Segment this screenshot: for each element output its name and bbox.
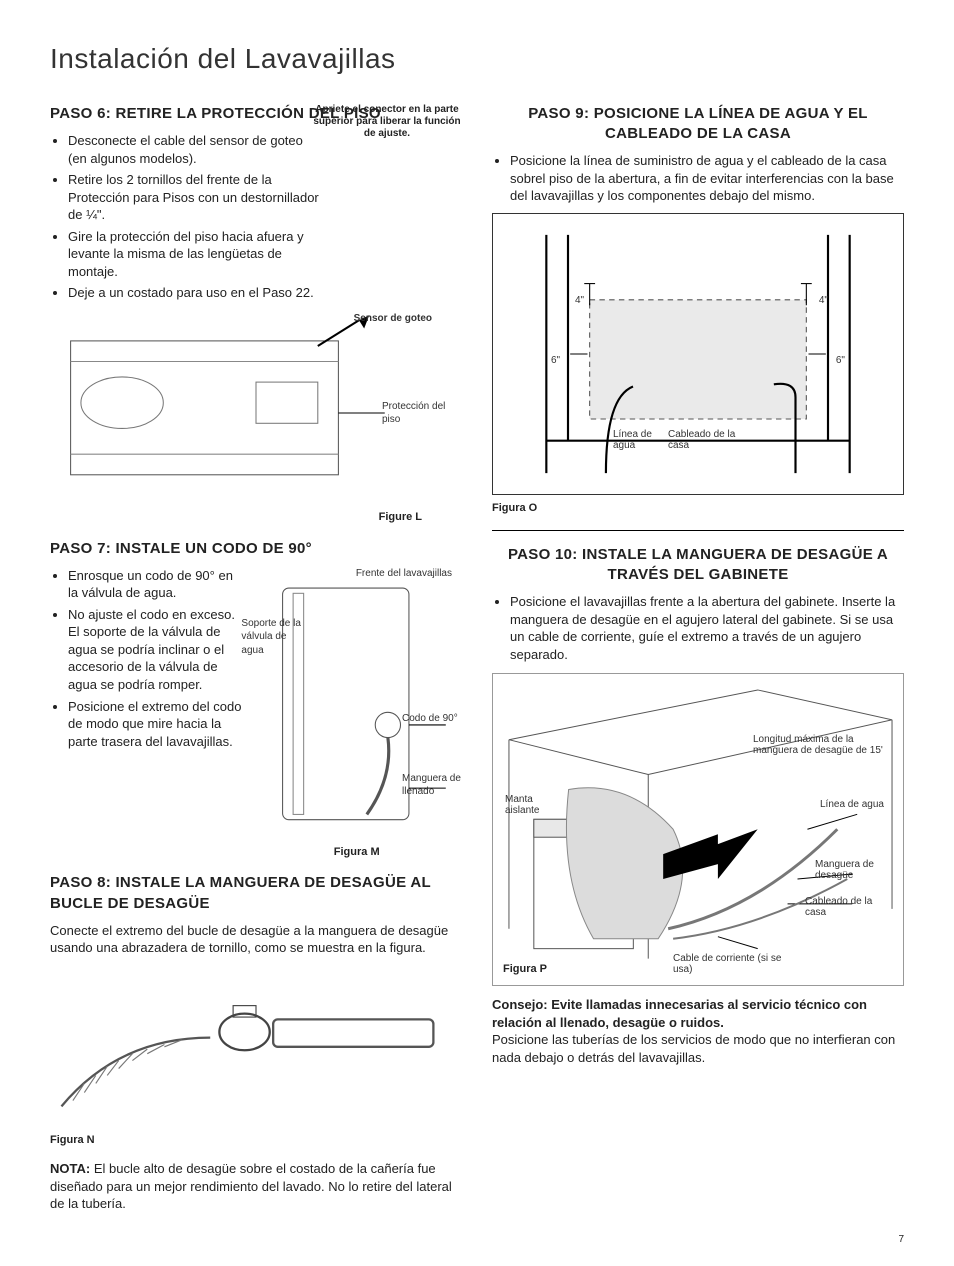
figure-o-4b: 4": [819, 294, 828, 308]
figure-o-water-label: Línea de agua: [613, 429, 663, 451]
left-column: PASO 6: RETIRE LA PROTECCIÓN DEL PISO Ap…: [50, 90, 462, 1213]
figure-l-sensor-label: Sensor de goteo: [354, 312, 432, 326]
step10-bullets: Posicione el lavavajillas frente a la ab…: [492, 593, 904, 663]
step10-tip-bold: Consejo: Evite llamadas innecesarias al …: [492, 996, 904, 1031]
step10-tip-body: Posicione las tuberías de los servicios …: [492, 1031, 904, 1066]
figure-l-caption: Figure L: [50, 510, 462, 525]
figure-l-protection-label: Protección del piso: [382, 400, 452, 427]
figure-l: Sensor de goteo Protección del piso Figu…: [50, 310, 462, 525]
figure-p-svg: [499, 680, 897, 979]
figure-p-blanket-label: Manta aislante: [505, 794, 560, 816]
list-item: Retire los 2 tornillos del frente de la …: [68, 171, 320, 224]
step8-note: NOTA: El bucle alto de desagüe sobre el …: [50, 1160, 462, 1213]
list-item: Posicione la línea de suministro de agua…: [510, 152, 904, 205]
figure-m-bracket-label: Soporte de la válvula de agua: [241, 617, 311, 658]
figure-p-house-label: Cableado de la casa: [805, 896, 885, 918]
list-item: No ajuste el codo en exceso. El soporte …: [68, 606, 241, 694]
figure-m-svg: [251, 567, 462, 841]
figure-m: Frente del lavavajillas Soporte de la vá…: [251, 567, 462, 860]
figure-p-caption: Figura P: [503, 962, 547, 977]
list-item: Enrosque un codo de 90° en la válvula de…: [68, 567, 241, 602]
note-text: El bucle alto de desagüe sobre el costad…: [50, 1161, 452, 1211]
step6-callout: Apriete el conector en la parte superior…: [312, 104, 462, 140]
list-item: Gire la protección del piso hacia afuera…: [68, 228, 320, 281]
figure-o-6a: 6": [551, 354, 560, 368]
right-column: PASO 9: POSICIONE LA LÍNEA DE AGUA Y EL …: [492, 90, 904, 1213]
figure-p: Longitud máxima de la manguera de desagü…: [492, 673, 904, 986]
step10-heading: PASO 10: INSTALE LA MANGUERA DE DESAGÜE …: [492, 545, 904, 586]
figure-o-caption: Figura O: [492, 501, 904, 516]
figure-o-4a: 4": [575, 294, 584, 308]
step7-row: Enrosque un codo de 90° en la válvula de…: [50, 567, 462, 860]
figure-p-maxlen-label: Longitud máxima de la manguera de desagü…: [753, 734, 883, 756]
figure-o: 4" 4" 6" 6" Línea de agua Cableado de la…: [492, 213, 904, 495]
step6-bullets: Desconecte el cable del sensor de goteo …: [50, 132, 320, 302]
section-divider: [492, 530, 904, 531]
note-label: NOTA:: [50, 1161, 90, 1176]
step8-heading: PASO 8: INSTALE LA MANGUERA DE DESAGÜE A…: [50, 873, 462, 914]
step6-section: PASO 6: RETIRE LA PROTECCIÓN DEL PISO Ap…: [50, 104, 462, 525]
figure-m-hose-label: Manguera de llenado: [402, 772, 472, 799]
list-item: Posicione el lavavajillas frente a la ab…: [510, 593, 904, 663]
figure-n-caption: Figura N: [50, 1133, 462, 1148]
figure-n-svg: [50, 969, 462, 1129]
step7-bullets: Enrosque un codo de 90° en la válvula de…: [50, 567, 241, 750]
figure-p-cord-label: Cable de corriente (si se usa): [673, 953, 783, 975]
list-item: Desconecte el cable del sensor de goteo …: [68, 132, 320, 167]
step8-intro: Conecte el extremo del bucle de desagüe …: [50, 922, 462, 957]
list-item: Posicione el extremo del codo de modo qu…: [68, 698, 241, 751]
figure-m-elbow-label: Codo de 90°: [402, 712, 472, 726]
figure-p-waterline-label: Línea de agua: [820, 799, 885, 810]
figure-n: Figura N: [50, 969, 462, 1148]
figure-m-front-label: Frente del lavavajillas: [356, 567, 452, 581]
page-title: Instalación del Lavavajillas: [50, 40, 904, 78]
step7-heading: PASO 7: INSTALE UN CODO DE 90°: [50, 539, 462, 559]
figure-o-6b: 6": [836, 354, 845, 368]
list-item: Deje a un costado para uso en el Paso 22…: [68, 284, 320, 302]
step9-bullets: Posicione la línea de suministro de agua…: [492, 152, 904, 205]
step9-heading: PASO 9: POSICIONE LA LÍNEA DE AGUA Y EL …: [492, 104, 904, 145]
figure-p-drain-label: Manguera de desagüe: [815, 859, 885, 881]
figure-m-caption: Figura M: [251, 845, 462, 860]
figure-o-house-label: Cableado de la casa: [668, 429, 748, 451]
two-column-layout: PASO 6: RETIRE LA PROTECCIÓN DEL PISO Ap…: [50, 90, 904, 1213]
